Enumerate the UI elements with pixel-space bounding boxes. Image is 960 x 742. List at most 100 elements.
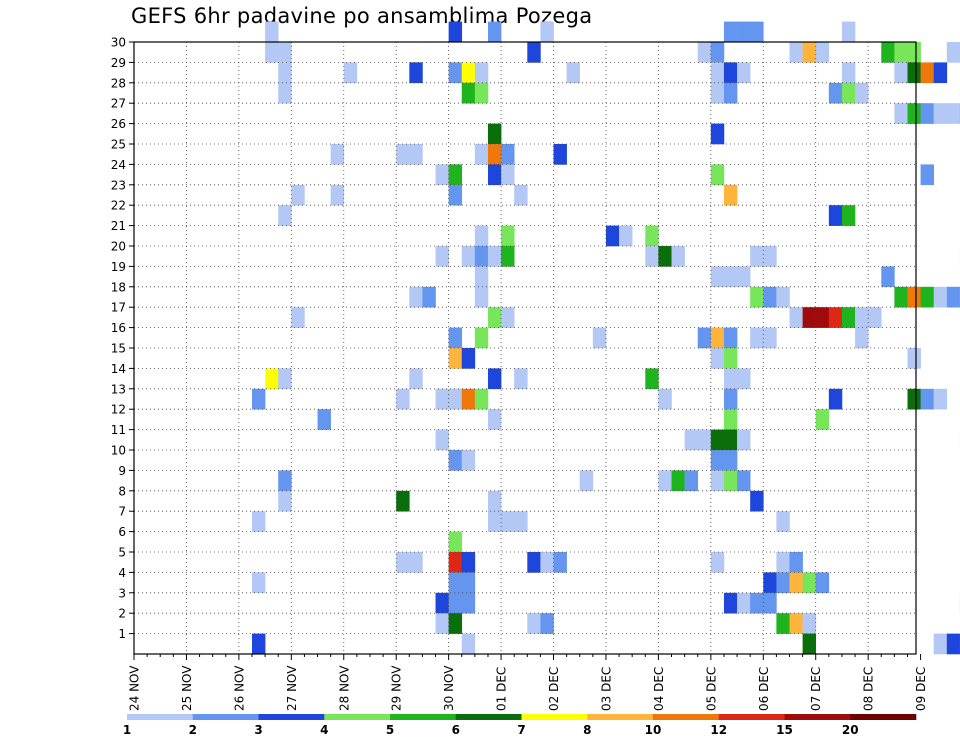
heatmap-cell bbox=[723, 450, 738, 471]
heatmap-cell bbox=[474, 144, 489, 165]
heatmap-cell bbox=[789, 572, 803, 594]
heatmap-cell bbox=[894, 286, 908, 308]
heatmap-cell bbox=[776, 552, 790, 573]
heatmap-cell bbox=[723, 470, 738, 492]
heatmap-cell bbox=[933, 286, 948, 308]
y-tick-label: 13 bbox=[111, 382, 126, 396]
heatmap-cell bbox=[461, 633, 476, 655]
legend-swatch bbox=[718, 714, 785, 720]
heatmap-cell bbox=[343, 62, 358, 84]
heatmap-cell bbox=[540, 613, 554, 634]
x-tick-label: 04 DEC bbox=[652, 667, 666, 711]
heatmap-cell bbox=[933, 633, 948, 655]
y-tick-label: 5 bbox=[118, 546, 126, 560]
heatmap-cell bbox=[737, 21, 751, 43]
heatmap-cell bbox=[540, 21, 554, 43]
heatmap-cell bbox=[763, 327, 777, 349]
heatmap-cell bbox=[723, 348, 738, 369]
heatmap-cell bbox=[763, 246, 777, 267]
heatmap-cell bbox=[330, 144, 345, 165]
heatmap-cell bbox=[409, 144, 423, 165]
heatmap-cell bbox=[946, 42, 960, 63]
heatmap-cell bbox=[265, 42, 279, 63]
heatmap-cell bbox=[619, 225, 633, 247]
heatmap-cell bbox=[841, 205, 856, 226]
heatmap-cell bbox=[251, 633, 266, 655]
heatmap-cell bbox=[737, 368, 751, 390]
heatmap-cell bbox=[291, 307, 305, 328]
heatmap-cell bbox=[855, 307, 869, 328]
heatmap-cell bbox=[448, 531, 463, 553]
heatmap-cell bbox=[750, 286, 764, 308]
heatmap-cell bbox=[920, 164, 935, 186]
heatmap-cell bbox=[330, 184, 345, 206]
heatmap-cell bbox=[461, 388, 476, 410]
heatmap-cell bbox=[710, 42, 725, 63]
y-tick-label: 11 bbox=[111, 423, 126, 437]
heatmap-cell bbox=[487, 164, 502, 186]
heatmap-cell bbox=[697, 327, 712, 349]
heatmap-cell bbox=[671, 246, 685, 267]
heatmap-cell bbox=[487, 409, 502, 430]
x-tick-label: 24 NOV bbox=[128, 665, 142, 711]
legend-label: 1 bbox=[123, 723, 131, 737]
heatmap-cell bbox=[697, 429, 712, 451]
heatmap-cell bbox=[448, 348, 463, 369]
heatmap-cell bbox=[802, 307, 817, 328]
heatmap-cell bbox=[448, 572, 463, 594]
legend-swatch bbox=[587, 714, 654, 720]
y-tick-label: 12 bbox=[111, 403, 126, 417]
x-tick-label: 08 DEC bbox=[862, 667, 876, 711]
heatmap-cell bbox=[278, 82, 292, 104]
heatmap-cell bbox=[435, 613, 449, 634]
heatmap-cell bbox=[448, 388, 463, 410]
y-tick-label: 17 bbox=[111, 301, 126, 315]
heatmap-cell bbox=[658, 246, 672, 267]
heatmap-cell bbox=[474, 82, 489, 104]
legend-label: 2 bbox=[189, 723, 197, 737]
heatmap-cell bbox=[487, 307, 502, 328]
heatmap-cell bbox=[461, 348, 476, 369]
x-tick-label: 26 NOV bbox=[232, 665, 246, 711]
heatmap-cell bbox=[907, 103, 921, 124]
x-tick-label: 25 NOV bbox=[180, 665, 194, 711]
heatmap-cell bbox=[461, 592, 476, 614]
x-tick-label: 01 DEC bbox=[495, 667, 509, 711]
heatmap-cell bbox=[501, 246, 515, 267]
heatmap-cell bbox=[710, 164, 725, 186]
heatmap-cell bbox=[605, 225, 620, 247]
heatmap-cell bbox=[828, 307, 843, 328]
heatmap-cell bbox=[763, 286, 777, 308]
heatmap-cell bbox=[841, 62, 856, 84]
heatmap-cell bbox=[265, 21, 279, 43]
heatmap-cell bbox=[461, 450, 476, 471]
heatmap-cell bbox=[409, 368, 423, 390]
x-tick-label: 30 NOV bbox=[442, 665, 456, 711]
heatmap-cell bbox=[278, 368, 292, 390]
x-tick-label: 05 DEC bbox=[704, 667, 718, 711]
y-tick-label: 19 bbox=[111, 260, 126, 274]
heatmap-cell bbox=[723, 429, 738, 451]
x-tick-label: 28 NOV bbox=[337, 665, 351, 711]
legend-swatch bbox=[192, 714, 259, 720]
heatmap-cell bbox=[802, 613, 817, 634]
legend-swatch bbox=[258, 714, 325, 720]
heatmap-cell bbox=[750, 246, 764, 267]
heatmap-cell bbox=[396, 144, 410, 165]
heatmap-cell bbox=[750, 327, 764, 349]
heatmap-cell bbox=[461, 246, 476, 267]
heatmap-cell bbox=[487, 246, 502, 267]
heatmap-cell bbox=[894, 42, 908, 63]
legend-label: 8 bbox=[583, 723, 591, 737]
heatmap-cell bbox=[933, 103, 948, 124]
heatmap-cell bbox=[710, 348, 725, 369]
heatmap-cell bbox=[448, 184, 463, 206]
heatmap-cell bbox=[514, 184, 528, 206]
heatmap-cell bbox=[737, 429, 751, 451]
heatmap-cell bbox=[658, 388, 672, 410]
chart-title: GEFS 6hr padavine po ansamblima Pozega bbox=[131, 4, 593, 28]
heatmap-cell bbox=[396, 388, 410, 410]
heatmap-cell bbox=[435, 592, 449, 614]
heatmap-cell bbox=[737, 470, 751, 492]
heatmap-cell bbox=[553, 144, 567, 165]
